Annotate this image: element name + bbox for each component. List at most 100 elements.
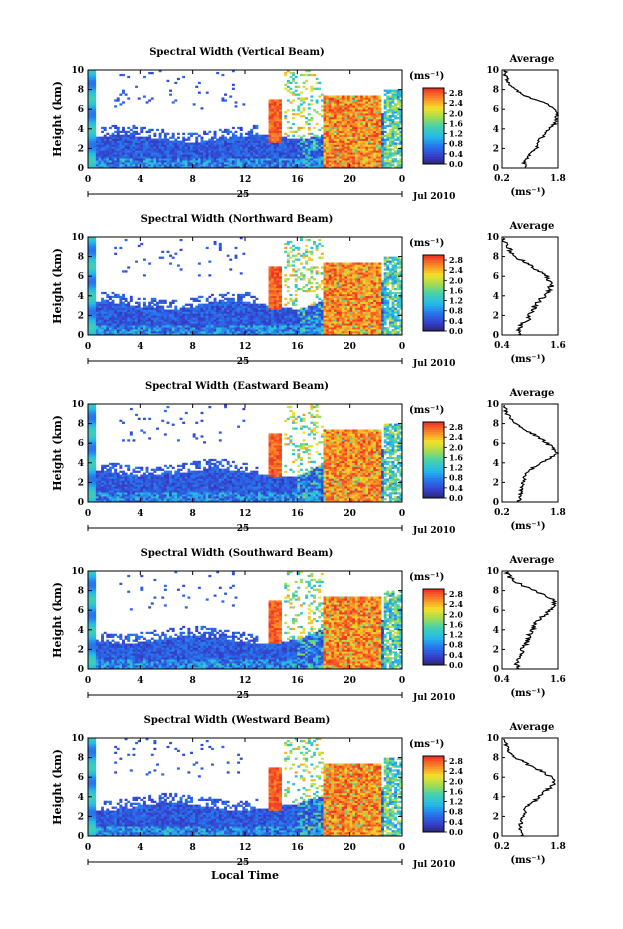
- colorbar-tick-label: 1.6: [449, 619, 463, 629]
- colorbar-tick-label: 1.2: [449, 129, 463, 139]
- x-tick-label: 0: [399, 843, 405, 853]
- avg-y-tick-label: 6: [493, 439, 499, 449]
- avg-x-tick-label: 0.2: [494, 842, 510, 852]
- avg-x-tick-label: 1.8: [550, 842, 566, 852]
- colorbar-tick-label: 2.4: [449, 432, 463, 442]
- y-tick-label: 10: [71, 66, 84, 76]
- y-tick-label: 6: [78, 606, 84, 616]
- heatmap-cells: [88, 70, 403, 169]
- y-tick-label: 8: [78, 86, 84, 96]
- avg-y-tick-label: 6: [493, 272, 499, 282]
- day-label: 25: [237, 190, 250, 200]
- y-tick-label: 0: [78, 164, 84, 174]
- date-label: Jul 2010: [412, 526, 455, 536]
- y-tick-label: 0: [78, 665, 84, 675]
- panel-title: Spectral Width (Vertical Beam): [149, 47, 325, 58]
- colorbar-tick-label: 0.4: [449, 483, 463, 493]
- colorbar: 0.00.40.81.21.62.02.42.8: [422, 588, 463, 670]
- day-label: 25: [237, 524, 250, 534]
- avg-y-tick-label: 6: [493, 105, 499, 115]
- x-tick-label: 8: [190, 676, 196, 686]
- y-tick-label: 2: [78, 144, 84, 154]
- avg-y-tick-label: 4: [493, 292, 499, 302]
- y-tick-label: 2: [78, 645, 84, 655]
- y-axis-label: Height (km): [51, 415, 64, 491]
- colorbar: 0.00.40.81.21.62.02.42.8: [422, 254, 463, 336]
- colorbar-tick-label: 0.4: [449, 650, 463, 660]
- y-tick-label: 4: [78, 125, 84, 135]
- avg-y-tick-label: 8: [493, 420, 499, 430]
- colorbar-tick-label: 2.4: [449, 98, 463, 108]
- x-tick-label: 0: [399, 342, 405, 352]
- colorbar-tick-label: 1.2: [449, 463, 463, 473]
- colorbar-unit-label: (ms⁻¹): [409, 71, 444, 82]
- colorbar-tick-label: 2.8: [449, 255, 463, 265]
- x-tick-label: 0: [85, 509, 91, 519]
- x-tick-label: 20: [343, 175, 356, 185]
- date-label: Jul 2010: [412, 192, 455, 202]
- avg-y-tick-label: 4: [493, 125, 499, 135]
- colorbar-unit-label: (ms⁻¹): [409, 739, 444, 750]
- colorbar-tick-label: 2.4: [449, 599, 463, 609]
- x-tick-label: 0: [85, 342, 91, 352]
- avg-y-tick-label: 8: [493, 86, 499, 96]
- avg-x-tick-label: 0.4: [494, 341, 510, 351]
- colorbar-tick-label: 0.8: [449, 306, 463, 316]
- colorbar-unit-label: (ms⁻¹): [409, 238, 444, 249]
- x-tick-label: 16: [291, 342, 304, 352]
- avg-y-tick-label: 4: [493, 626, 499, 636]
- x-tick-label: 8: [190, 843, 196, 853]
- panel-5: Spectral Width (Westward Beam) 0 2 4 6 8 10 Hei…: [51, 715, 566, 870]
- average-profile: Average 0 2 4 6 8 10 0.4 1.6 (ms⁻¹): [486, 221, 565, 365]
- avg-x-tick-label: 0.4: [494, 675, 510, 685]
- y-tick-label: 6: [78, 272, 84, 282]
- x-tick-label: 20: [343, 843, 356, 853]
- colorbar-tick-label: 1.6: [449, 786, 463, 796]
- colorbar-tick-label: 2.0: [449, 776, 463, 786]
- heatmap-cells: [88, 404, 403, 503]
- y-tick-label: 8: [78, 754, 84, 764]
- avg-y-tick-label: 2: [493, 144, 499, 154]
- colorbar-tick-label: 2.0: [449, 275, 463, 285]
- avg-y-tick-label: 10: [486, 567, 499, 577]
- x-axis-label: Local Time: [211, 869, 279, 882]
- average-title: Average: [509, 388, 555, 399]
- y-tick-label: 4: [78, 292, 84, 302]
- x-tick-label: 12: [239, 843, 252, 853]
- colorbar: 0.00.40.81.21.62.02.42.8: [422, 755, 463, 837]
- x-tick-label: 20: [343, 342, 356, 352]
- avg-y-tick-label: 0: [493, 164, 499, 174]
- colorbar-tick-label: 2.8: [449, 88, 463, 98]
- average-unit-label: (ms⁻¹): [510, 354, 545, 365]
- average-unit-label: (ms⁻¹): [510, 521, 545, 532]
- panel-2: Spectral Width (Northward Beam) 0 2 4 6 8 10 He…: [51, 214, 566, 369]
- avg-y-tick-label: 2: [493, 478, 499, 488]
- average-title: Average: [509, 221, 555, 232]
- x-tick-label: 0: [399, 676, 405, 686]
- colorbar-tick-label: 0.8: [449, 807, 463, 817]
- y-tick-label: 2: [78, 812, 84, 822]
- x-tick-label: 4: [137, 843, 143, 853]
- avg-y-tick-label: 6: [493, 773, 499, 783]
- day-label: 25: [237, 858, 250, 868]
- y-axis-label: Height (km): [51, 81, 64, 157]
- x-tick-label: 16: [291, 175, 304, 185]
- x-tick-label: 8: [190, 509, 196, 519]
- y-tick-label: 2: [78, 478, 84, 488]
- colorbar-tick-label: 1.6: [449, 285, 463, 295]
- avg-y-tick-label: 10: [486, 400, 499, 410]
- average-line: [502, 738, 557, 837]
- panel-4: Spectral Width (Southward Beam) 0 2 4 6 8 10 He…: [51, 548, 566, 703]
- colorbar-tick-label: 2.4: [449, 766, 463, 776]
- average-line: [502, 70, 560, 169]
- avg-y-tick-label: 4: [493, 459, 499, 469]
- average-line: [502, 405, 560, 503]
- x-tick-label: 0: [85, 676, 91, 686]
- average-profile: Average 0 2 4 6 8 10 0.2 1.8 (ms⁻¹): [486, 722, 565, 866]
- average-profile: Average 0 2 4 6 8 10 0.2 1.8 (ms⁻¹): [486, 54, 565, 198]
- average-unit-label: (ms⁻¹): [510, 855, 545, 866]
- x-tick-label: 16: [291, 676, 304, 686]
- x-tick-label: 0: [399, 175, 405, 185]
- colorbar-tick-label: 2.8: [449, 589, 463, 599]
- colorbar-tick-label: 0.0: [449, 493, 463, 503]
